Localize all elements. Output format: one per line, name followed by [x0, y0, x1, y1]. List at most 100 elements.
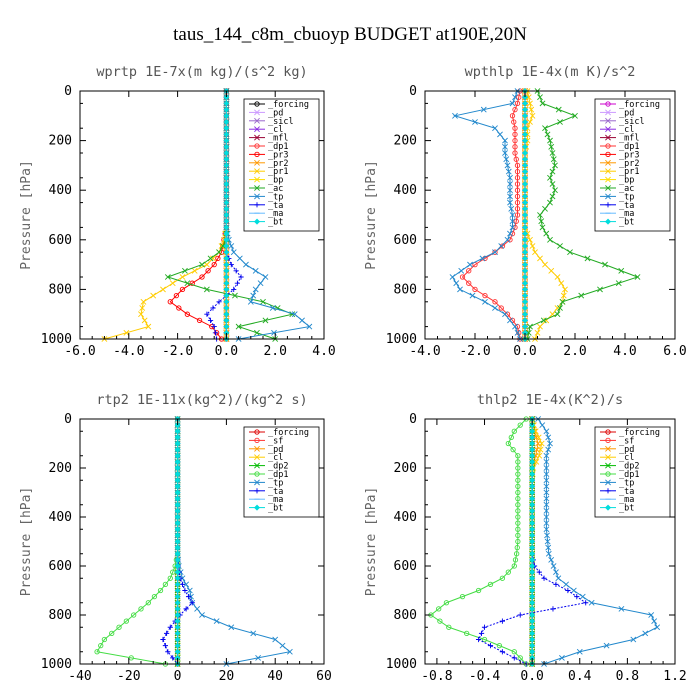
data-point: [521, 280, 529, 287]
data-point: [529, 642, 536, 649]
legend-entry: _pd: [619, 445, 634, 455]
chart-panels: wprtp 1E-7x(m kg)/(s^2 kg) Pressure [hPa]…: [19, 64, 687, 684]
data-point: [547, 174, 553, 181]
data-point: [550, 156, 557, 163]
data-point: [555, 106, 562, 113]
data-point: [150, 292, 157, 299]
panel-title: wpthlp 1E-4x(m K)/s^2: [465, 64, 636, 80]
y-tick-label: 400: [394, 510, 417, 525]
data-point: [555, 575, 562, 582]
data-point: [138, 311, 144, 318]
data-point: [262, 274, 269, 280]
data-point: [514, 193, 521, 200]
y-tick-label: 600: [394, 233, 417, 248]
data-point: [521, 94, 529, 101]
data-point: [529, 544, 536, 551]
data-point: [101, 636, 108, 643]
data-point: [228, 624, 235, 631]
data-point: [515, 471, 521, 477]
data-point: [453, 280, 460, 287]
data-point: [513, 218, 519, 224]
data-point: [547, 440, 553, 447]
data-point: [233, 268, 239, 274]
data-point: [223, 199, 230, 206]
data-point: [544, 538, 551, 545]
legend-marker: [254, 445, 260, 452]
legend-marker: [605, 134, 611, 141]
data-point: [250, 292, 257, 299]
data-point: [481, 636, 488, 643]
data-point: [464, 630, 470, 637]
data-point: [223, 255, 230, 262]
data-point: [521, 187, 529, 194]
data-point: [131, 612, 137, 618]
chart-panel-4: thlp2 1E-4x(K^2)/s Pressure [hPa] -0.8 -0.4…: [364, 392, 687, 684]
legend: _forcing_pd_sicl_cl_mfl_dp1_pr3_pr2_pr1_…: [594, 98, 671, 232]
data-point: [196, 317, 203, 324]
data-point: [469, 292, 476, 299]
legend-entry: _pr1: [619, 167, 639, 177]
data-point: [529, 599, 536, 606]
data-point: [449, 274, 456, 280]
data-point: [509, 113, 516, 119]
legend-entry: _sf: [268, 436, 283, 446]
data-point: [499, 649, 505, 655]
y-tick-label: 1000: [386, 657, 417, 672]
data-point: [509, 224, 516, 231]
data-point: [174, 630, 181, 637]
legend-entry: _cl: [619, 125, 634, 135]
y-axis-label: Pressure [hPa]: [19, 160, 34, 270]
data-point: [257, 280, 264, 287]
data-point: [529, 630, 536, 637]
legend-marker: [254, 193, 260, 200]
legend-marker: [254, 462, 260, 469]
data-point: [498, 243, 505, 249]
data-point: [174, 507, 181, 514]
y-tick-label: 800: [49, 282, 72, 297]
y-tick-label: 0: [64, 412, 72, 427]
data-point: [535, 434, 542, 441]
data-point: [223, 106, 230, 113]
data-point: [182, 267, 188, 274]
data-point: [170, 655, 176, 661]
data-point: [537, 446, 544, 453]
data-point: [529, 605, 536, 612]
data-point: [537, 212, 543, 218]
legend-entry: _ta: [268, 201, 283, 211]
legend-marker: [254, 437, 260, 444]
data-point: [482, 298, 488, 305]
data-point: [223, 280, 230, 287]
data-point: [515, 489, 521, 496]
legend-entry: _dp1: [619, 142, 639, 152]
data-point: [521, 286, 529, 293]
data-point: [521, 174, 529, 181]
data-point: [529, 507, 536, 514]
data-point: [529, 458, 536, 465]
y-tick-label: 1000: [386, 332, 417, 347]
data-point: [207, 255, 214, 262]
legend-marker: [254, 159, 260, 166]
data-point: [536, 569, 542, 575]
data-point: [521, 292, 529, 299]
data-point: [529, 428, 536, 435]
data-point: [504, 162, 511, 169]
data-point: [223, 249, 230, 256]
data-point: [517, 612, 523, 618]
data-point: [651, 618, 658, 625]
data-point: [260, 298, 266, 305]
data-point: [306, 323, 313, 330]
data-point: [541, 575, 547, 581]
data-point: [563, 581, 569, 588]
legend-entry: _cl: [619, 453, 634, 463]
legend-marker: [254, 126, 260, 133]
data-point: [543, 495, 550, 502]
data-point: [532, 249, 538, 256]
y-tick-label: 200: [49, 461, 72, 476]
data-point: [521, 131, 529, 138]
x-tick-label: 0.4: [568, 669, 592, 684]
data-point: [507, 174, 513, 181]
x-tick-label: 2.0: [563, 344, 586, 359]
data-point: [512, 150, 518, 156]
data-point: [174, 611, 181, 619]
data-point: [515, 465, 521, 471]
